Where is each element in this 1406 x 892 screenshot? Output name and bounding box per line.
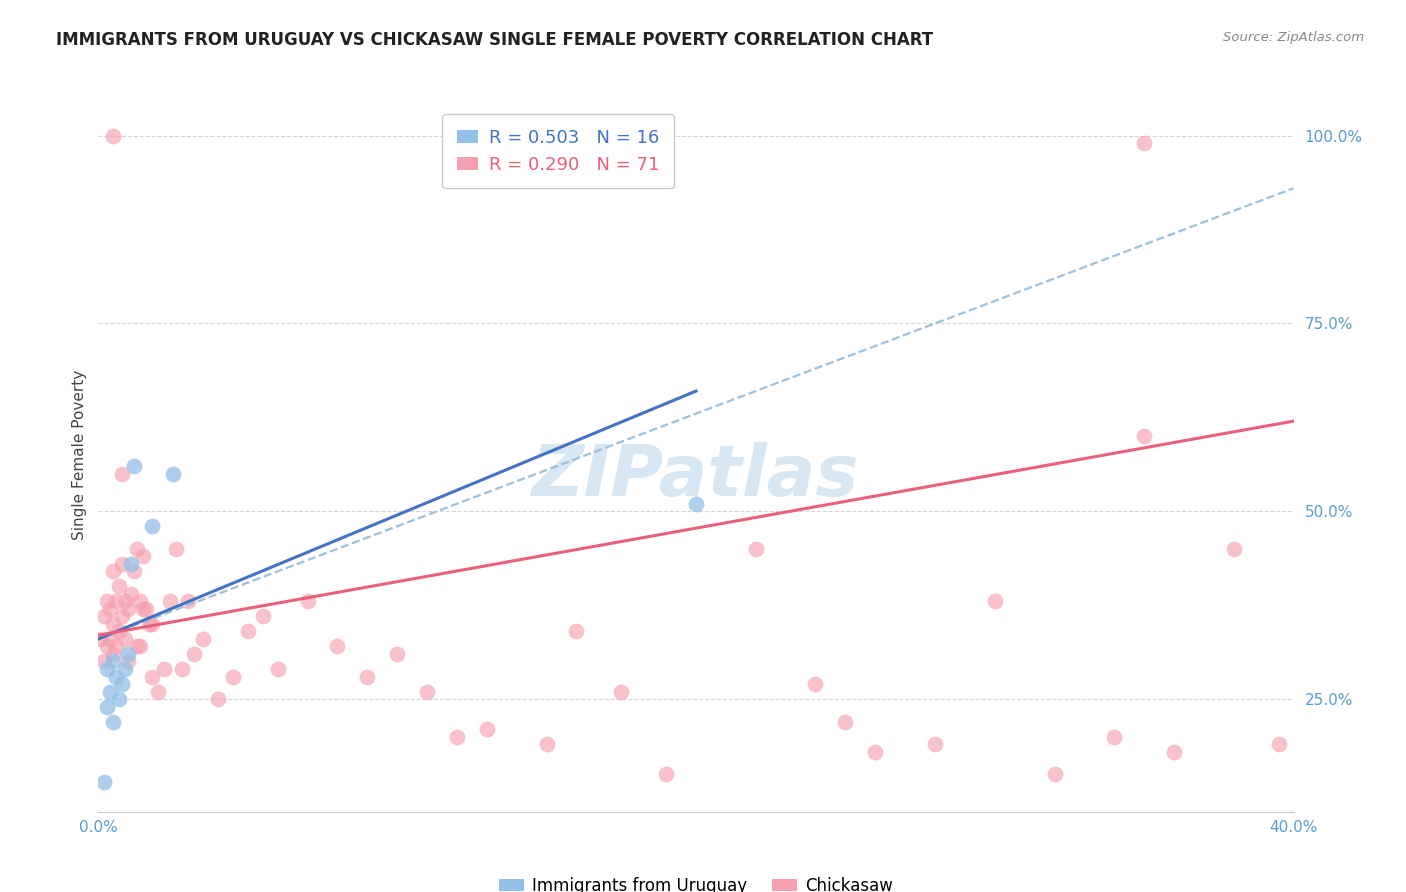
Point: [148, 684, 170, 698]
Point: [141, 519, 163, 533]
Point: [132, 549, 155, 564]
Point: [183, 647, 205, 661]
Point: [108, 692, 131, 706]
Point: [124, 459, 146, 474]
Point: [1104, 730, 1126, 744]
Point: [103, 655, 125, 669]
Point: [103, 128, 125, 143]
Point: [141, 616, 163, 631]
Point: [565, 624, 588, 639]
Point: [103, 714, 125, 729]
Point: [1133, 429, 1156, 443]
Point: [924, 737, 946, 751]
Text: Source: ZipAtlas.com: Source: ZipAtlas.com: [1223, 31, 1364, 45]
Legend: Immigrants from Uruguay, Chickasaw: Immigrants from Uruguay, Chickasaw: [492, 870, 900, 892]
Point: [117, 647, 139, 661]
Point: [135, 602, 157, 616]
Point: [111, 609, 134, 624]
Point: [267, 662, 290, 676]
Point: [153, 662, 176, 676]
Point: [984, 594, 1007, 608]
Point: [385, 647, 409, 661]
Point: [1043, 767, 1066, 781]
Point: [108, 579, 131, 593]
Point: [93, 655, 115, 669]
Point: [191, 632, 214, 646]
Point: [108, 624, 131, 639]
Point: [127, 640, 149, 654]
Point: [114, 632, 136, 646]
Text: ZIPatlas: ZIPatlas: [533, 442, 859, 511]
Point: [129, 594, 152, 608]
Point: [127, 541, 149, 556]
Point: [117, 655, 139, 669]
Point: [129, 640, 152, 654]
Point: [475, 722, 498, 736]
Point: [96, 594, 118, 608]
Point: [141, 669, 163, 683]
Point: [159, 594, 181, 608]
Point: [655, 767, 678, 781]
Point: [100, 632, 122, 646]
Point: [132, 602, 155, 616]
Text: IMMIGRANTS FROM URUGUAY VS CHICKASAW SINGLE FEMALE POVERTY CORRELATION CHART: IMMIGRANTS FROM URUGUAY VS CHICKASAW SIN…: [56, 31, 934, 49]
Point: [1223, 541, 1246, 556]
Point: [93, 774, 115, 789]
Point: [120, 557, 142, 571]
Point: [356, 669, 378, 683]
Point: [804, 677, 827, 691]
Point: [100, 602, 122, 616]
Point: [114, 662, 136, 676]
Point: [114, 594, 136, 608]
Point: [685, 497, 707, 511]
Point: [326, 640, 349, 654]
Point: [103, 616, 125, 631]
Point: [120, 587, 142, 601]
Point: [96, 640, 118, 654]
Point: [236, 624, 259, 639]
Point: [96, 699, 118, 714]
Y-axis label: Single Female Poverty: Single Female Poverty: [72, 370, 87, 540]
Point: [536, 737, 558, 751]
Point: [222, 669, 245, 683]
Point: [100, 684, 122, 698]
Point: [865, 745, 887, 759]
Point: [103, 565, 125, 579]
Point: [165, 541, 187, 556]
Point: [172, 662, 194, 676]
Point: [117, 602, 139, 616]
Point: [105, 640, 128, 654]
Point: [252, 609, 274, 624]
Point: [105, 594, 128, 608]
Point: [111, 557, 134, 571]
Point: [446, 730, 468, 744]
Point: [1267, 737, 1289, 751]
Point: [111, 467, 134, 481]
Point: [177, 594, 200, 608]
Point: [834, 714, 856, 729]
Point: [103, 647, 125, 661]
Point: [1133, 136, 1156, 151]
Point: [105, 669, 128, 683]
Point: [207, 692, 229, 706]
Point: [1163, 745, 1185, 759]
Point: [610, 684, 633, 698]
Point: [297, 594, 319, 608]
Point: [96, 662, 118, 676]
Point: [124, 565, 146, 579]
Point: [162, 467, 184, 481]
Point: [745, 541, 768, 556]
Point: [138, 616, 160, 631]
Point: [93, 609, 115, 624]
Point: [416, 684, 439, 698]
Point: [90, 632, 112, 646]
Point: [111, 677, 134, 691]
